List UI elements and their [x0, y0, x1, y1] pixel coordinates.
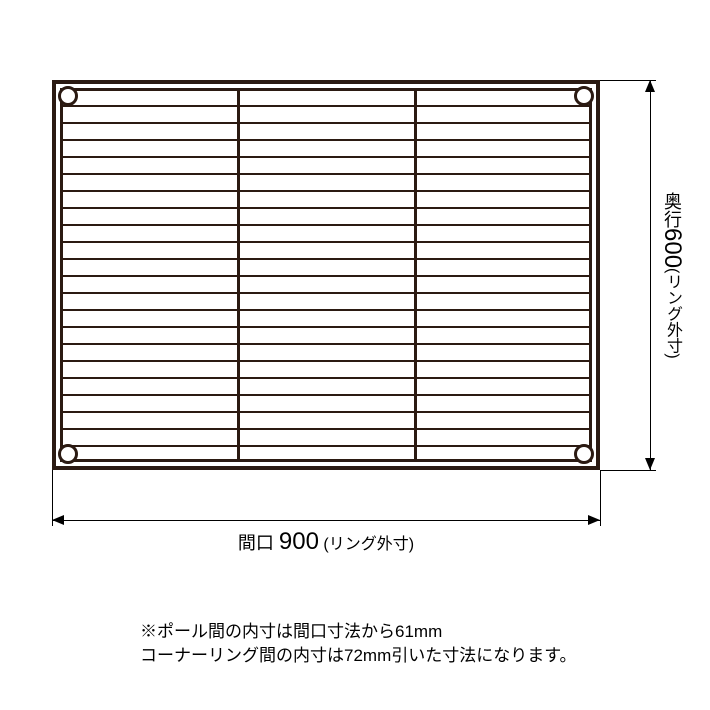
shelf-hwire — [60, 360, 592, 362]
dim-depth-value: 600 — [658, 228, 686, 268]
dim-width-label: 間口 900 (リング外寸) — [52, 528, 600, 556]
dim-line — [650, 80, 651, 470]
shelf-hwire — [60, 326, 592, 328]
dim-width-suffix: (リング外寸) — [319, 536, 414, 553]
dim-extension-line — [600, 470, 601, 526]
shelf-hwire — [60, 258, 592, 260]
shelf-hwire — [60, 207, 592, 209]
corner-ring — [58, 444, 78, 464]
shelf-vwire — [414, 88, 417, 462]
shelf-hwire — [60, 411, 592, 413]
shelf-hwire — [60, 224, 592, 226]
shelf-hwire — [60, 122, 592, 124]
shelf-hwire — [60, 105, 592, 107]
footnote-line-1: ※ポール間の内寸は間口寸法から61mm — [140, 620, 577, 644]
dim-depth-prefix: 奥行 — [659, 192, 685, 228]
wire-shelf — [52, 80, 600, 470]
corner-ring — [574, 86, 594, 106]
shelf-hwire — [60, 190, 592, 192]
dim-width-value: 900 — [279, 528, 319, 555]
dim-line — [52, 520, 600, 521]
dim-arrow-left — [52, 515, 64, 525]
shelf-hwire — [60, 445, 592, 447]
shelf-hwire — [60, 173, 592, 175]
diagram-stage: 間口 900 (リング外寸) 奥行 600 (リング外寸) ※ポール間の内寸は間… — [0, 0, 710, 710]
shelf-hwire — [60, 377, 592, 379]
footnote-line-2: コーナーリング間の内寸は72mm引いた寸法になります。 — [140, 644, 577, 668]
dim-arrow-up — [645, 80, 655, 92]
footnote: ※ポール間の内寸は間口寸法から61mm コーナーリング間の内寸は72mm引いた寸… — [140, 620, 577, 668]
dim-extension-line — [600, 470, 656, 471]
shelf-hwire — [60, 428, 592, 430]
dim-width-prefix: 間口 — [238, 533, 279, 553]
shelf-hwire — [60, 309, 592, 311]
shelf-hwire — [60, 292, 592, 294]
shelf-hwire — [60, 275, 592, 277]
shelf-vwire — [237, 88, 240, 462]
shelf-hwire — [60, 343, 592, 345]
dim-arrow-right — [588, 515, 600, 525]
shelf-hwire — [60, 241, 592, 243]
dim-depth-label: 奥行 600 (リング外寸) — [658, 80, 686, 470]
shelf-hwire — [60, 139, 592, 141]
dim-arrow-down — [645, 458, 655, 470]
corner-ring — [574, 444, 594, 464]
shelf-hwire — [60, 156, 592, 158]
shelf-hwire — [60, 394, 592, 396]
corner-ring — [58, 86, 78, 106]
dim-depth-suffix: (リング外寸) — [660, 268, 684, 359]
